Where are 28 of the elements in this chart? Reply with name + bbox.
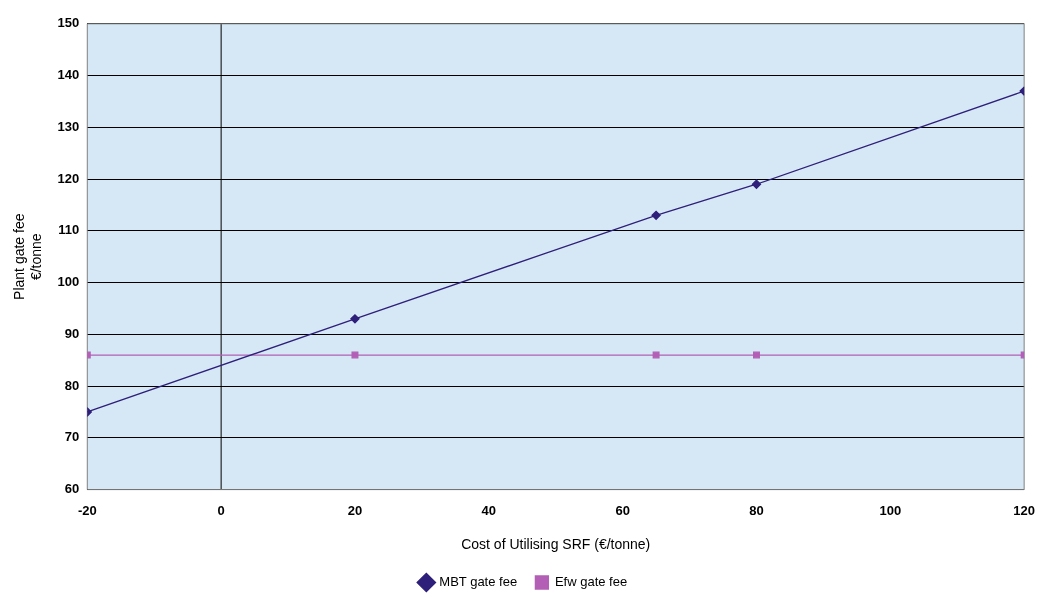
legend-label: MBT gate fee [439,574,518,590]
y-tick-label: 150 [57,15,80,31]
y-tick-label: 130 [57,118,80,134]
point [651,210,661,220]
x-tick-label: 80 [749,502,764,518]
point [753,351,760,359]
x-tick-label: 100 [879,502,902,518]
point [351,351,359,359]
y-tick-label: 90 [64,325,80,341]
x-tick-label: 60 [615,502,630,518]
y-tick-label: 120 [57,170,80,186]
point [350,314,360,324]
legend-label: Efw gate fee [554,574,628,590]
point [751,179,762,189]
x-tick-label: 40 [481,502,497,518]
x-tick-label: 0 [217,502,225,518]
y-tick-label: 140 [57,67,80,83]
y-tick-label: 60 [64,481,80,497]
x-axis-title: Cost of Utilising SRF (€/tonne) [461,536,651,553]
y-tick-label: 110 [58,222,80,238]
y-tick-label: 100 [57,274,80,290]
x-tick-label: 20 [347,502,363,518]
x-tick-label: -20 [77,502,97,518]
y-axis-title: Plant gate fee €/tonne [11,213,45,300]
point [652,351,660,359]
x-tick-label: 120 [1013,502,1036,518]
y-tick-label: 80 [64,377,80,393]
y-tick-label: 70 [64,429,80,445]
